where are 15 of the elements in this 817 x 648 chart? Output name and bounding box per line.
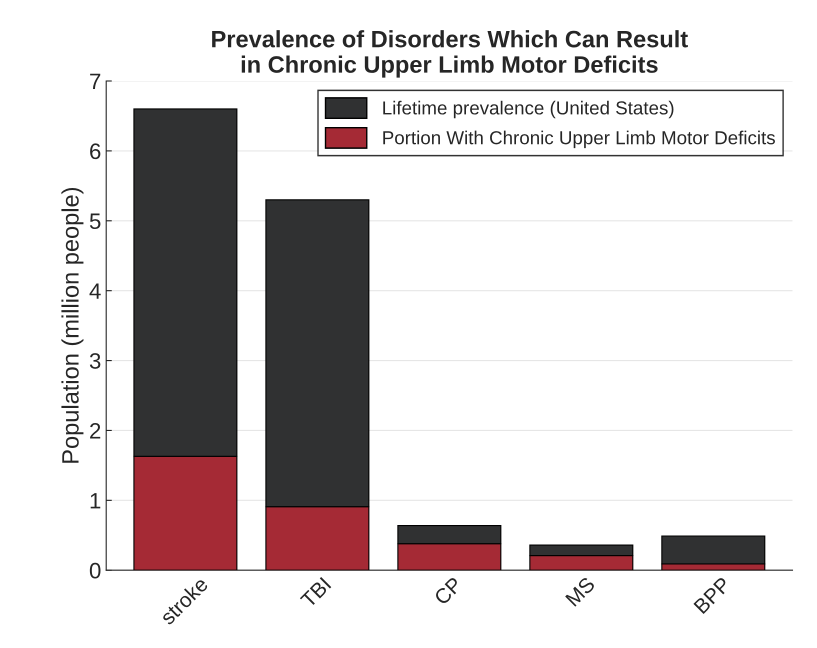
y-tick-label: 0 xyxy=(90,562,100,579)
y-tick-label: 1 xyxy=(90,493,100,508)
y-tick-label: 5 xyxy=(90,214,100,230)
x-tick-label: CP xyxy=(433,576,463,606)
y-tick-label: 7 xyxy=(90,74,100,90)
x-tick-label: MS xyxy=(565,576,596,607)
y-tick-label: 6 xyxy=(90,143,100,160)
chart-title: Prevalence of Disorders Which Can Result in Chronic Upper Limb Motor Deficits xyxy=(212,30,688,78)
y-axis-title: Population (million people) xyxy=(61,188,84,463)
x-tick-label: TBI xyxy=(300,577,332,608)
legend-label: Portion With Chronic Upper Limb Motor Deficits xyxy=(383,130,775,148)
y-tick-label: 2 xyxy=(90,422,100,439)
y-tick-label: 4 xyxy=(90,283,101,299)
legend-label: Lifetime prevalence (United States) xyxy=(383,100,674,118)
y-tick-label: 3 xyxy=(90,353,100,369)
